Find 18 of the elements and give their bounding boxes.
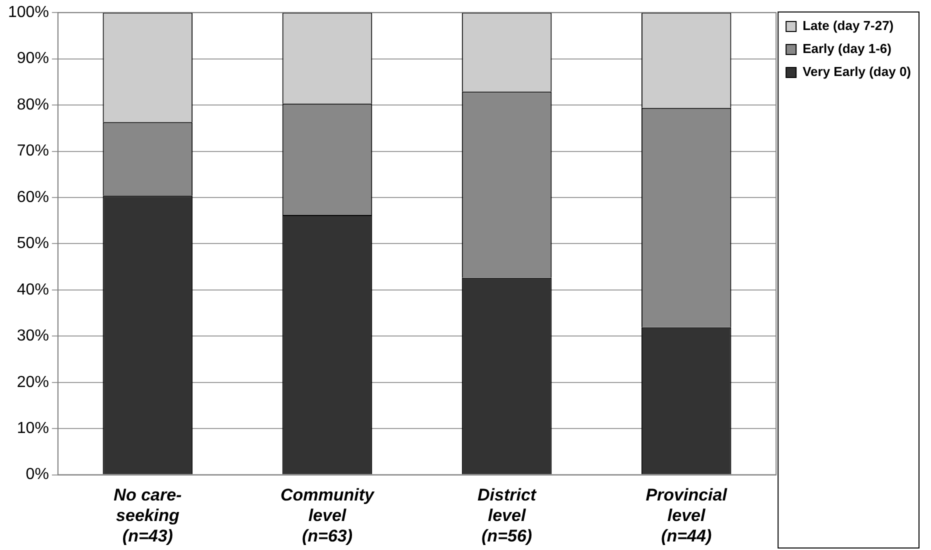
y-tick-label: 50% [16,235,49,252]
y-tick-label: 40% [16,281,49,298]
y-tick-label: 80% [16,96,49,114]
y-tick-label: 20% [16,374,49,391]
legend-label: Early (day 1-6) [802,41,892,56]
x-tick-label: Provincial level (n=44) [646,486,728,546]
y-tick-label: 30% [16,328,49,345]
x-tick-label: No care- seeking (n=43) [114,486,182,546]
y-tick-label: 70% [16,142,49,160]
x-tick-label: Community level (n=63) [280,486,376,546]
y-tick-label: 60% [16,188,49,206]
y-tick-label: 90% [16,50,49,68]
legend-label: Very Early (day 0) [802,64,912,80]
y-tick-label: 0% [26,466,49,484]
y-tick-label: 100% [8,4,49,22]
y-tick-label: 10% [16,420,49,437]
x-tick-label: District level (n=56) [477,486,538,546]
legend-label: Late (day 7-27) [802,18,894,34]
